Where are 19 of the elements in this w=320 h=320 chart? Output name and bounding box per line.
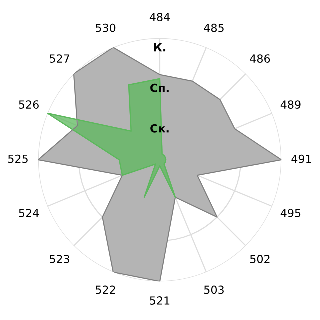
spoke-label: 524 (19, 209, 40, 218)
spoke-label: 485 (204, 24, 224, 32)
spoke-label: 486 (250, 54, 270, 63)
spoke-label: 525 (8, 154, 28, 164)
spoke-label: 503 (204, 286, 224, 294)
spoke-label: 502 (250, 255, 270, 264)
spoke-label: 530 (96, 24, 116, 32)
y-tick-label: К. (154, 44, 166, 52)
spoke-label: 491 (292, 154, 312, 164)
spoke-label: 522 (96, 286, 116, 294)
spoke-label: 484 (150, 13, 170, 22)
y-tick-label: Ск. (150, 124, 169, 133)
spoke-label: 527 (50, 54, 70, 63)
spoke-label: 521 (150, 296, 170, 305)
spoke-label: 523 (50, 255, 70, 264)
y-tick-label: Сп. (150, 84, 169, 92)
spoke-label: 495 (280, 209, 301, 218)
spoke-label: 489 (280, 100, 301, 109)
spoke-label: 526 (19, 100, 39, 109)
